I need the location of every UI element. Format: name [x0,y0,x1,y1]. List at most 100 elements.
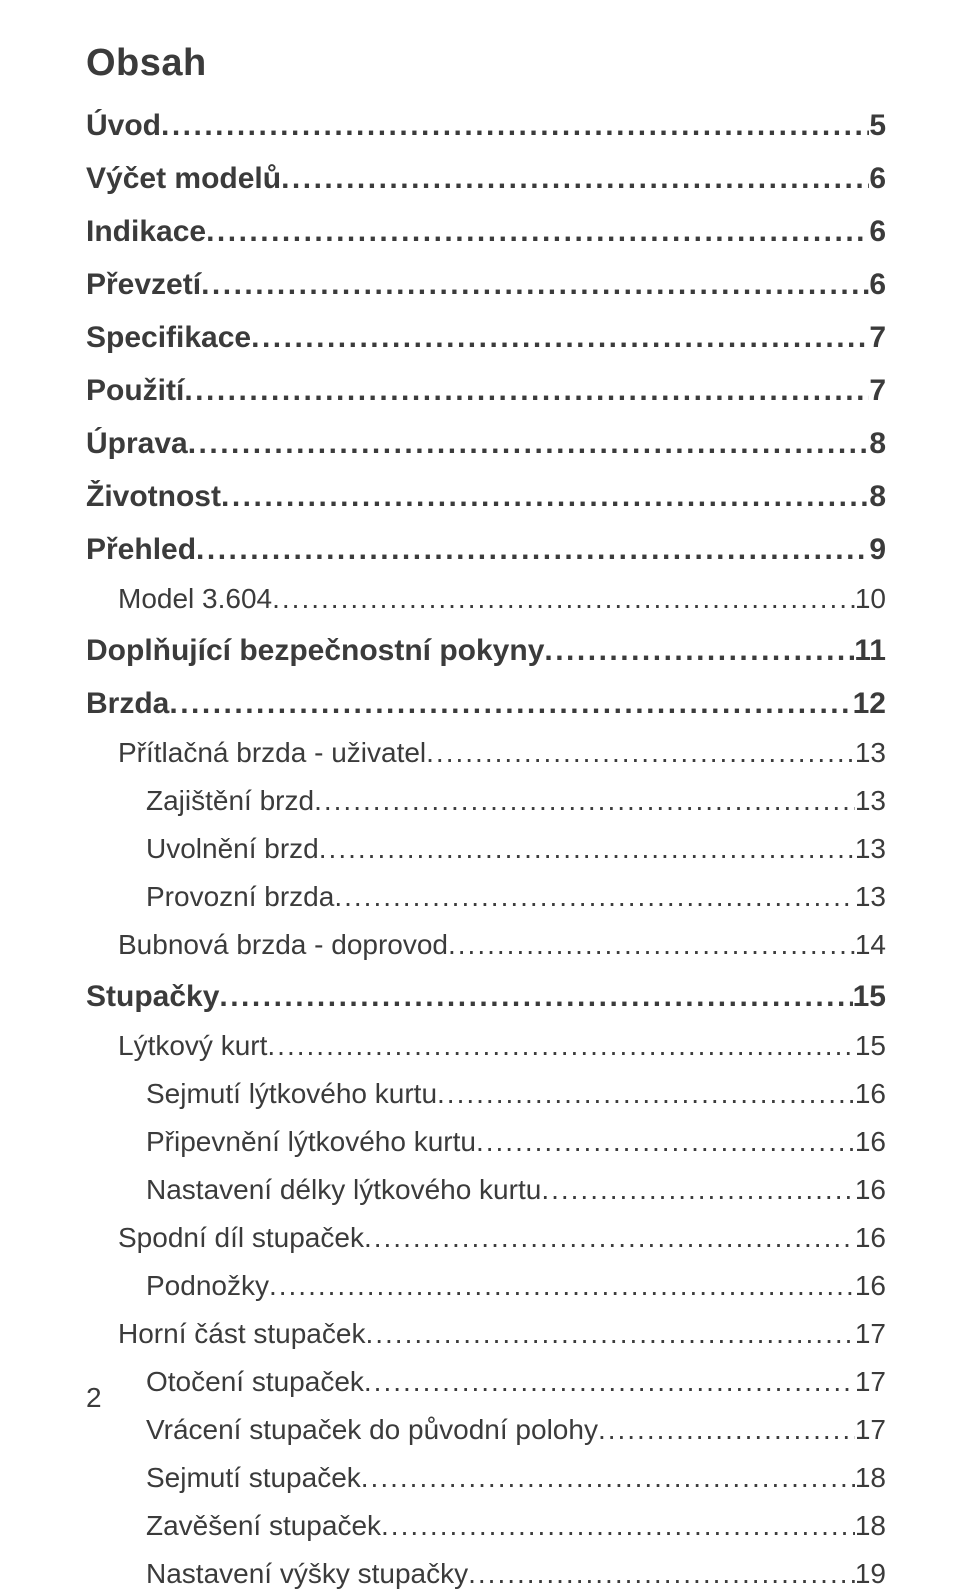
toc-entry: Brzda 12 [86,687,886,721]
toc-leader-dots [196,533,869,567]
toc-entry: Bubnová brzda - doprovod 14 [86,929,886,961]
toc-leader-dots [381,1510,855,1542]
toc-entry-label: Přítlačná brzda - uživatel [118,737,426,769]
toc-entry-page: 8 [869,480,886,514]
toc-entry-page: 16 [855,1222,886,1254]
toc-entry: Životnost 8 [86,480,886,514]
toc-entry-page: 17 [855,1414,886,1446]
toc-entry-page: 10 [855,583,886,615]
toc-entry-page: 7 [869,321,886,355]
toc-entry-label: Otočení stupaček [146,1366,364,1398]
toc-entry-label: Model 3.604 [118,583,272,615]
toc-leader-dots [161,109,869,143]
toc-entry: Převzetí6 [86,268,886,302]
toc-leader-dots [426,737,855,769]
toc-leader-dots [365,1318,854,1350]
toc-entry: Lýtkový kurt15 [86,1030,886,1062]
toc-entry-label: Přehled [86,533,196,567]
toc-entry-page: 15 [853,980,886,1014]
toc-leader-dots [272,583,855,615]
toc-entry-label: Brzda [86,687,169,721]
toc-entry-page: 6 [869,215,886,249]
toc-entry: Zavěšení stupaček18 [86,1510,886,1542]
toc-entry-label: Připevnění lýtkového kurtu [146,1126,476,1158]
toc-leader-dots [468,1558,855,1590]
toc-entry-label: Uvolnění brzd [146,833,319,865]
toc-entry-label: Zajištění brzd [146,785,314,817]
toc-leader-dots [184,374,869,408]
toc-entry-page: 16 [855,1078,886,1110]
toc-entry-page: 11 [854,634,886,668]
toc-entry: Přítlačná brzda - uživatel 13 [86,737,886,769]
toc-entry-label: Úprava [86,427,188,461]
toc-leader-dots [221,480,869,514]
toc-entry-label: Použití [86,374,184,408]
toc-entry-label: Lýtkový kurt [118,1030,267,1062]
toc-entry: Otočení stupaček 17 [86,1366,886,1398]
toc-entry: Horní část stupaček 17 [86,1318,886,1350]
toc-entry: Uvolnění brzd 13 [86,833,886,865]
toc-leader-dots [319,833,855,865]
toc-leader-dots [206,215,869,249]
toc-leader-dots [201,268,869,302]
toc-entry-label: Nastavení výšky stupačky [146,1558,468,1590]
toc-entry-page: 17 [855,1366,886,1398]
toc-leader-dots [169,687,852,721]
toc-entry-label: Provozní brzda [146,881,334,913]
toc-entry-page: 18 [855,1510,886,1542]
toc-leader-dots [476,1126,855,1158]
toc-entry-page: 5 [869,109,886,143]
toc-entry: Vrácení stupaček do původní polohy 17 [86,1414,886,1446]
toc-entry-page: 13 [855,881,886,913]
toc-entry-label: Úvod [86,109,161,143]
toc-entry: Nastavení délky lýtkového kurtu 16 [86,1174,886,1206]
toc-entry: Zajištění brzd 13 [86,785,886,817]
toc-entry-label: Horní část stupaček [118,1318,365,1350]
toc-entry-label: Specifikace [86,321,251,355]
toc-entry: Použití 7 [86,374,886,408]
toc-entry: Sejmutí stupaček18 [86,1462,886,1494]
toc-entry-page: 16 [855,1126,886,1158]
toc-leader-dots [334,881,855,913]
toc-entry: Připevnění lýtkového kurtu 16 [86,1126,886,1158]
toc-entry-label: Výčet modelů [86,162,281,196]
toc-entry: Doplňující bezpečnostní pokyny11 [86,634,886,668]
toc-entry: Provozní brzda 13 [86,881,886,913]
toc-entry-label: Indikace [86,215,206,249]
toc-leader-dots [251,321,869,355]
toc-entry-label: Spodní díl stupaček [118,1222,364,1254]
toc-entry-label: Vrácení stupaček do původní polohy [146,1414,598,1446]
toc-entry-label: Životnost [86,480,221,514]
toc-entry: Úvod 5 [86,109,886,143]
toc-entry: Specifikace 7 [86,321,886,355]
toc-entry-label: Podnožky [146,1270,269,1302]
toc-entry-label: Nastavení délky lýtkového kurtu [146,1174,541,1206]
toc-leader-dots [364,1222,855,1254]
toc-entry-page: 19 [855,1558,886,1590]
toc-entry-page: 12 [853,687,886,721]
toc-entry-page: 17 [855,1318,886,1350]
toc-entry: Sejmutí lýtkového kurtu16 [86,1078,886,1110]
toc-entry-page: 13 [855,833,886,865]
toc-entry-label: Bubnová brzda - doprovod [118,929,448,961]
toc-entry: Stupačky 15 [86,980,886,1014]
toc-entry-page: 18 [855,1462,886,1494]
toc-entry-page: 14 [855,929,886,961]
toc-leader-dots [448,929,855,961]
toc-leader-dots [219,980,852,1014]
toc-entry-label: Stupačky [86,980,219,1014]
toc-entry: Výčet modelů6 [86,162,886,196]
toc-entry-page: 13 [855,785,886,817]
page-number: 2 [86,1382,102,1414]
toc-entry: Přehled 9 [86,533,886,567]
toc-entry-page: 13 [855,737,886,769]
toc-leader-dots [281,162,869,196]
toc-leader-dots [267,1030,854,1062]
toc-entry: Spodní díl stupaček 16 [86,1222,886,1254]
toc-leader-dots [314,785,855,817]
toc-entry-page: 9 [869,533,886,567]
toc-entry-page: 16 [855,1174,886,1206]
toc-entry-page: 7 [869,374,886,408]
toc-leader-dots [188,427,870,461]
toc-entry: Podnožky16 [86,1270,886,1302]
